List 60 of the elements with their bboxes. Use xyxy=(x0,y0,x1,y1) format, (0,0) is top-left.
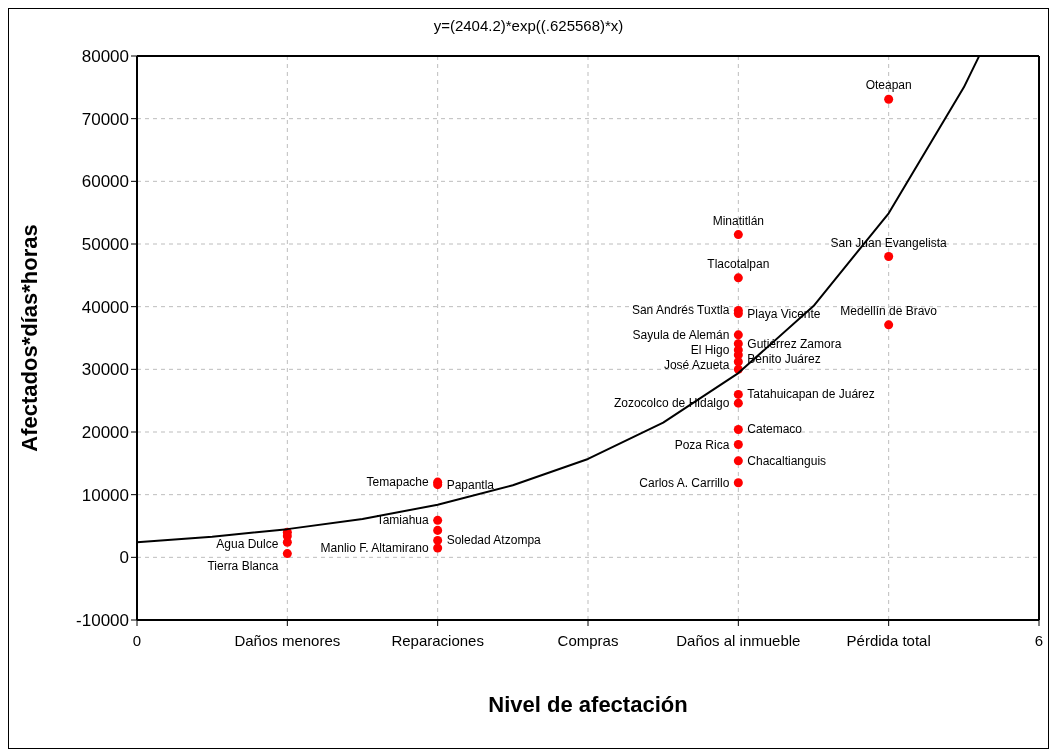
annotation: Soledad Atzompa xyxy=(446,533,542,548)
annotation: Zozocolco de Hidalgo xyxy=(613,396,730,411)
point xyxy=(733,424,743,434)
y-tick-label: 80000 xyxy=(81,47,129,67)
point xyxy=(733,389,743,399)
point xyxy=(733,357,743,367)
y-tick-label: 50000 xyxy=(81,235,129,255)
x-tick-label: Reparaciones xyxy=(391,632,484,649)
x-tick-label: Pérdida total xyxy=(846,632,931,649)
annotation: José Azueta xyxy=(663,357,730,372)
annotation: Medellín de Bravo xyxy=(840,303,938,318)
chart-title: y=(2404.2)*exp((.625568)*x) xyxy=(432,17,625,34)
point xyxy=(733,440,743,450)
y-tick-label: 60000 xyxy=(81,172,129,192)
annotation: Tatahuicapan de Juárez xyxy=(747,387,875,402)
point xyxy=(433,535,443,545)
x-tick-label: Daños al inmueble xyxy=(676,632,801,649)
annotation: Tierra Blanca xyxy=(207,558,279,573)
y-tick-label: 40000 xyxy=(81,297,129,317)
x-tick-label: 6 xyxy=(1034,632,1044,649)
point xyxy=(282,549,292,559)
point xyxy=(733,309,743,319)
point xyxy=(733,330,743,340)
annotation: Tlacotalpan xyxy=(707,256,770,271)
annotation: San Andrés Tuxtla xyxy=(631,303,730,318)
annotation: Papantla xyxy=(446,477,495,492)
point xyxy=(433,543,443,553)
annotation: Temapache xyxy=(366,475,429,490)
y-tick-label: 10000 xyxy=(81,485,129,505)
point xyxy=(884,252,894,262)
point xyxy=(433,515,443,525)
point xyxy=(733,398,743,408)
y-tick-label: 30000 xyxy=(81,360,129,380)
annotation: Chacaltianguis xyxy=(747,453,827,468)
x-tick-label: 0 xyxy=(132,632,142,649)
annotation: Oteapan xyxy=(865,78,912,93)
annotation: El Higo xyxy=(690,342,730,357)
point xyxy=(733,478,743,488)
x-tick-label: Compras xyxy=(557,632,619,649)
x-axis-title: Nivel de afectación xyxy=(488,692,688,717)
y-tick-label: 20000 xyxy=(81,423,129,443)
y-tick-label: -10000 xyxy=(76,611,129,631)
x-tick-label: Daños menores xyxy=(234,632,341,649)
annotation: Carlos A. Carrillo xyxy=(639,475,730,490)
annotation: Minatitlán xyxy=(712,213,765,228)
y-tick-label: 70000 xyxy=(81,109,129,129)
point xyxy=(733,230,743,240)
y-tick-label: 0 xyxy=(119,548,129,568)
point xyxy=(884,94,894,104)
annotation: Agua Dulce xyxy=(216,537,279,552)
annotation: Poza Rica xyxy=(674,437,730,452)
y-axis-title: Afectados*días*horas xyxy=(16,224,42,452)
point xyxy=(884,320,894,330)
annotation: Sayula de Alemán xyxy=(632,327,730,342)
annotation: Catemaco xyxy=(747,422,803,437)
point xyxy=(733,456,743,466)
annotation: Manlio F. Altamirano xyxy=(320,540,429,555)
annotation: Tamiahua xyxy=(376,513,429,528)
point xyxy=(733,273,743,283)
point xyxy=(433,525,443,535)
